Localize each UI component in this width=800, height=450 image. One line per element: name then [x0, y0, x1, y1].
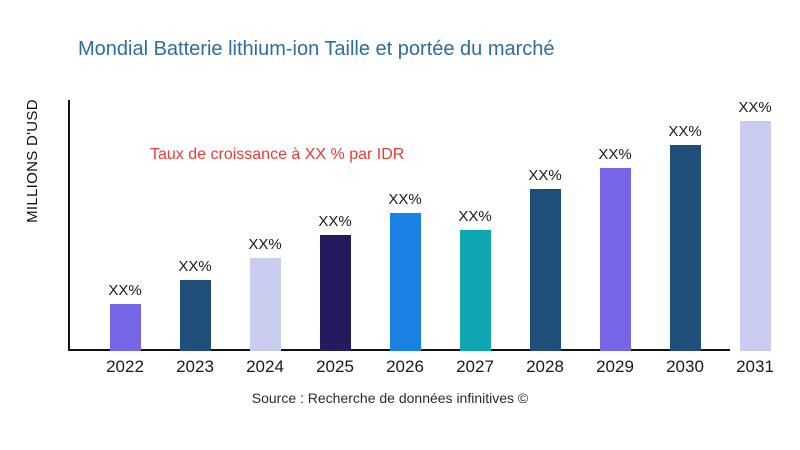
source-attribution: Source : Recherche de données infinitive… [251, 390, 529, 406]
bar-value-label-2028: XX% [528, 167, 562, 184]
bar-value-label-2023: XX% [178, 258, 212, 275]
bar-2030 [670, 145, 701, 351]
bar-value-label-2027: XX% [458, 208, 492, 225]
bar-value-label-2025: XX% [318, 213, 352, 230]
bar-value-label-2029: XX% [598, 146, 632, 163]
x-tick-label-2024: 2024 [246, 357, 284, 376]
chart-title: Mondial Batterie lithium-ion Taille et p… [78, 38, 555, 60]
bar-2025 [320, 235, 351, 351]
bar-2028 [530, 189, 561, 351]
x-tick-label-2026: 2026 [386, 357, 424, 376]
x-tick-label-2027: 2027 [456, 357, 494, 376]
bar-2024 [250, 258, 281, 351]
x-tick-label-2029: 2029 [596, 357, 634, 376]
x-tick-label-2030: 2030 [666, 357, 704, 376]
bar-2031 [740, 121, 771, 351]
x-tick-label-2023: 2023 [176, 357, 214, 376]
bar-2029 [600, 168, 631, 351]
bar-2022 [110, 304, 141, 351]
x-tick-label-2031: 2031 [736, 357, 774, 376]
growth-rate-annotation: Taux de croissance à XX % par IDR [150, 146, 405, 163]
x-tick-label-2022: 2022 [106, 357, 144, 376]
bar-value-label-2031: XX% [738, 99, 772, 116]
bar-2027 [460, 230, 491, 351]
bar-value-label-2030: XX% [668, 123, 702, 140]
x-tick-label-2028: 2028 [526, 357, 564, 376]
bar-value-label-2024: XX% [248, 236, 282, 253]
bar-value-label-2026: XX% [388, 191, 422, 208]
x-tick-label-2025: 2025 [316, 357, 354, 376]
bar-value-label-2022: XX% [108, 282, 142, 299]
bar-2023 [180, 280, 211, 351]
y-axis-title: MILLIONS D'USD [24, 99, 41, 223]
y-axis-line [68, 100, 70, 351]
bar-2026 [390, 213, 421, 351]
